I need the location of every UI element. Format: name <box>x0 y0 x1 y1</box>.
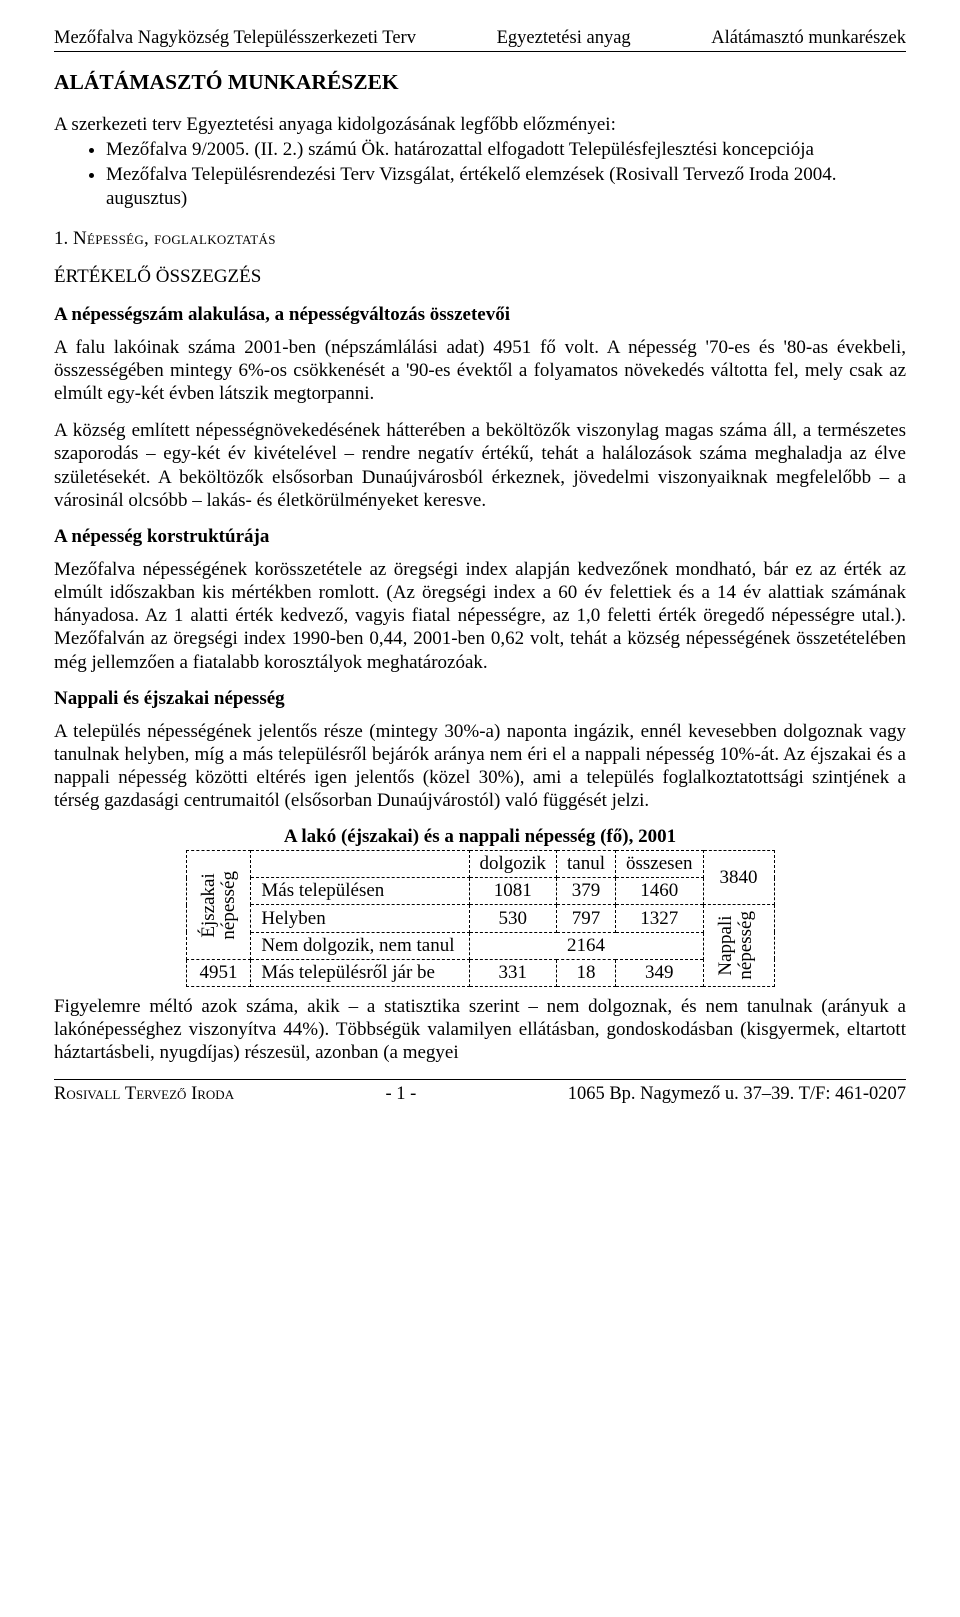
table-cell: 379 <box>557 878 616 905</box>
table-cell: 797 <box>557 905 616 932</box>
row-label: Nem dolgozik, nem tanul <box>251 932 469 959</box>
footer-right: 1065 Bp. Nagymező u. 37–39. T/F: 461-020… <box>568 1084 906 1105</box>
empty-cell <box>251 851 469 878</box>
intro-line: A szerkezeti terv Egyeztetési anyaga kid… <box>54 113 906 136</box>
table-row: 4951 Más településről jár be 331 18 349 <box>186 959 774 986</box>
footer-page-number: - 1 - <box>385 1084 416 1105</box>
body-paragraph: Mezőfalva népességének korösszetétele az… <box>54 558 906 674</box>
page-footer: Rosivall Tervező Iroda - 1 - 1065 Bp. Na… <box>54 1084 906 1105</box>
col-header: tanul <box>557 851 616 878</box>
evaluation-heading: ÉRTÉKELŐ ÖSSZEGZÉS <box>54 266 906 288</box>
footer-left: Rosivall Tervező Iroda <box>54 1084 234 1105</box>
table-cell: 1327 <box>616 905 703 932</box>
body-paragraph: A település népességének jelentős része … <box>54 720 906 813</box>
main-title: ALÁTÁMASZTÓ MUNKARÉSZEK <box>54 70 906 95</box>
header-right: Alátámasztó munkarészek <box>711 28 906 49</box>
table-cell: 331 <box>469 959 557 986</box>
list-item: Mezőfalva 9/2005. (II. 2.) számú Ök. hat… <box>106 138 906 161</box>
row-label: Más településről jár be <box>251 959 469 986</box>
table-row: Helyben 530 797 1327 Nappalinépesség <box>186 905 774 932</box>
table-row: Nem dolgozik, nem tanul 2164 <box>186 932 774 959</box>
col-header: összesen <box>616 851 703 878</box>
table-cell: 18 <box>557 959 616 986</box>
section-heading: 1. Népesség, foglalkoztatás <box>54 228 906 250</box>
table-header-row: Éjszakainépesség dolgozik tanul összesen… <box>186 851 774 878</box>
section-title: Népesség, foglalkoztatás <box>73 228 276 249</box>
left-total-cell: 4951 <box>186 959 251 986</box>
header-rule <box>54 51 906 52</box>
page-header: Mezőfalva Nagyközség Településszerkezeti… <box>54 28 906 49</box>
body-paragraph: A falu lakóinak száma 2001-ben (népszáml… <box>54 336 906 406</box>
body-paragraph: A község említett népességnövekedésének … <box>54 419 906 512</box>
subheading-day-night-population: Nappali és éjszakai népesség <box>54 688 906 710</box>
table-title: A lakó (éjszakai) és a nappali népesség … <box>54 826 906 848</box>
subheading-age-structure: A népesség korstruktúrája <box>54 526 906 548</box>
table-cell: 1460 <box>616 878 703 905</box>
row-label: Más településen <box>251 878 469 905</box>
row-label: Helyben <box>251 905 469 932</box>
left-rot-label: Éjszakainépesség <box>197 867 241 944</box>
right-rot-label: Nappalinépesség <box>714 907 758 984</box>
header-left: Mezőfalva Nagyközség Településszerkezeti… <box>54 28 416 49</box>
table-cell: 530 <box>469 905 557 932</box>
subheading-population-change: A népességszám alakulása, a népességvált… <box>54 304 906 326</box>
table-cell: 1081 <box>469 878 557 905</box>
col-header: dolgozik <box>469 851 557 878</box>
section-number: 1. <box>54 228 68 249</box>
population-table-wrap: A lakó (éjszakai) és a nappali népesség … <box>54 826 906 987</box>
footer-rule <box>54 1079 906 1080</box>
list-item: Mezőfalva Településrendezési Terv Vizsgá… <box>106 163 906 209</box>
table-row: Más településen 1081 379 1460 <box>186 878 774 905</box>
table-cell: 349 <box>616 959 703 986</box>
header-center: Egyeztetési anyag <box>497 28 631 49</box>
intro-bullet-list: Mezőfalva 9/2005. (II. 2.) számú Ök. hat… <box>54 138 906 210</box>
right-total-cell: 3840 <box>703 851 774 905</box>
body-paragraph: Figyelemre méltó azok száma, akik – a st… <box>54 995 906 1065</box>
population-table: Éjszakainépesség dolgozik tanul összesen… <box>186 850 775 987</box>
table-cell-merged: 2164 <box>469 932 703 959</box>
